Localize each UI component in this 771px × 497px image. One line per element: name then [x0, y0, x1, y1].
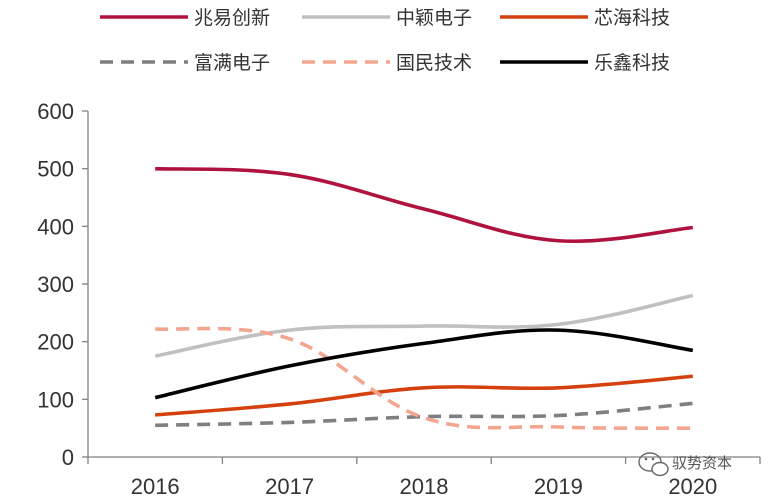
y-tick-label: 0 — [62, 445, 74, 470]
wechat-icon — [638, 452, 669, 477]
x-tick-label: 2020 — [668, 474, 717, 497]
y-tick-label: 300 — [37, 272, 74, 297]
legend-item-4: 国民技术 — [302, 52, 472, 74]
y-tick-label: 100 — [37, 387, 74, 412]
legend-label: 富满电子 — [194, 52, 270, 74]
y-tick-label: 600 — [37, 99, 74, 124]
watermark: 驭势资本 — [638, 452, 732, 477]
series-line-3 — [155, 401, 693, 428]
legend-item-2: 芯海科技 — [500, 7, 670, 29]
series-line-4 — [155, 326, 693, 431]
legend-label: 兆易创新 — [194, 7, 270, 29]
axes: 0 100 200 300 400 500 600 2016 2017 2018 2019 2020 — [37, 99, 761, 497]
legend-label: 中颖电子 — [396, 7, 472, 29]
series-line-0 — [155, 166, 693, 244]
legend-label: 乐鑫科技 — [594, 52, 670, 74]
y-tick-label: 200 — [37, 330, 74, 355]
legend-item-0: 兆易创新 — [100, 7, 270, 29]
series-line-5 — [154, 328, 694, 400]
y-tick-label: 500 — [37, 157, 74, 182]
legend-label: 国民技术 — [396, 52, 472, 74]
x-tick-label: 2018 — [400, 474, 449, 497]
series-line-2 — [155, 374, 693, 417]
y-tick-label: 400 — [37, 214, 74, 239]
legend-item-5: 乐鑫科技 — [500, 52, 670, 74]
x-tick-label: 2016 — [131, 474, 180, 497]
x-tick-label: 2017 — [265, 474, 314, 497]
watermark-text: 驭势资本 — [672, 454, 732, 472]
series-line-1 — [154, 293, 694, 358]
x-tick-label: 2019 — [534, 474, 583, 497]
legend-label: 芯海科技 — [594, 7, 670, 29]
legend-item-3: 富满电子 — [100, 52, 270, 74]
legend-item-1: 中颖电子 — [302, 7, 472, 29]
series-lines — [154, 166, 694, 431]
